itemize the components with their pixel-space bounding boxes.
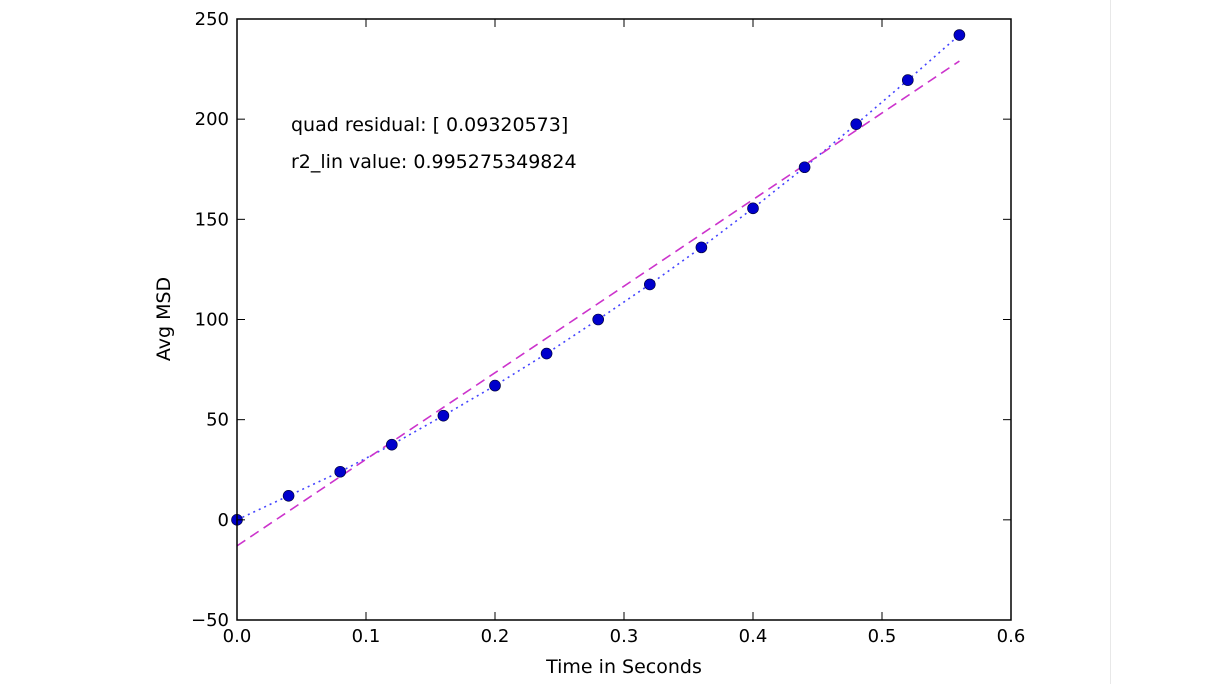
y-tick-label: 250	[195, 9, 229, 30]
data-point	[592, 313, 605, 326]
x-tick-label: 0.6	[997, 626, 1026, 647]
data-point	[695, 241, 708, 254]
data-point	[643, 278, 656, 291]
annotation-r2-lin: r2_lin value: 0.995275349824	[291, 151, 577, 173]
x-axis-label: Time in Seconds	[545, 656, 702, 678]
x-tick-label: 0.4	[739, 626, 768, 647]
data-point	[901, 74, 914, 86]
data-point	[334, 465, 347, 478]
x-tick-label: 0.2	[481, 626, 510, 647]
data-point	[282, 489, 295, 502]
y-tick-label: 200	[195, 109, 229, 130]
x-tick-label: 0.1	[352, 626, 381, 647]
y-axis-label: Avg MSD	[153, 277, 175, 361]
data-point	[953, 29, 966, 41]
y-tick-label: 150	[195, 209, 229, 230]
data-point	[489, 379, 501, 392]
linear-fit-line	[236, 60, 960, 547]
y-tick-label: 100	[195, 310, 229, 331]
ticks-layer: 0.0 0.1 0.2 0.3 0.4 0.5 0.6 −50 0 50 100 150 200 250	[191, 9, 1025, 647]
y-tick-label: 0	[218, 510, 229, 531]
data-point	[850, 118, 863, 130]
x-tick-label: 0.3	[610, 626, 639, 647]
x-tick-label: 0.0	[223, 626, 252, 647]
right-divider	[1110, 0, 1111, 684]
data-point	[437, 409, 450, 422]
data-point	[385, 438, 398, 451]
data-point	[747, 202, 759, 215]
data-point	[540, 347, 553, 360]
x-tick-label: 0.5	[868, 626, 897, 647]
annotation-quad-residual: quad residual: [ 0.09320573]	[291, 114, 568, 136]
plot-area	[237, 19, 1011, 620]
quadratic-fit-line	[236, 34, 960, 521]
data-point	[798, 161, 811, 174]
y-tick-label: 50	[206, 410, 229, 431]
series-layer	[231, 29, 966, 547]
y-tick-label: −50	[191, 610, 229, 631]
